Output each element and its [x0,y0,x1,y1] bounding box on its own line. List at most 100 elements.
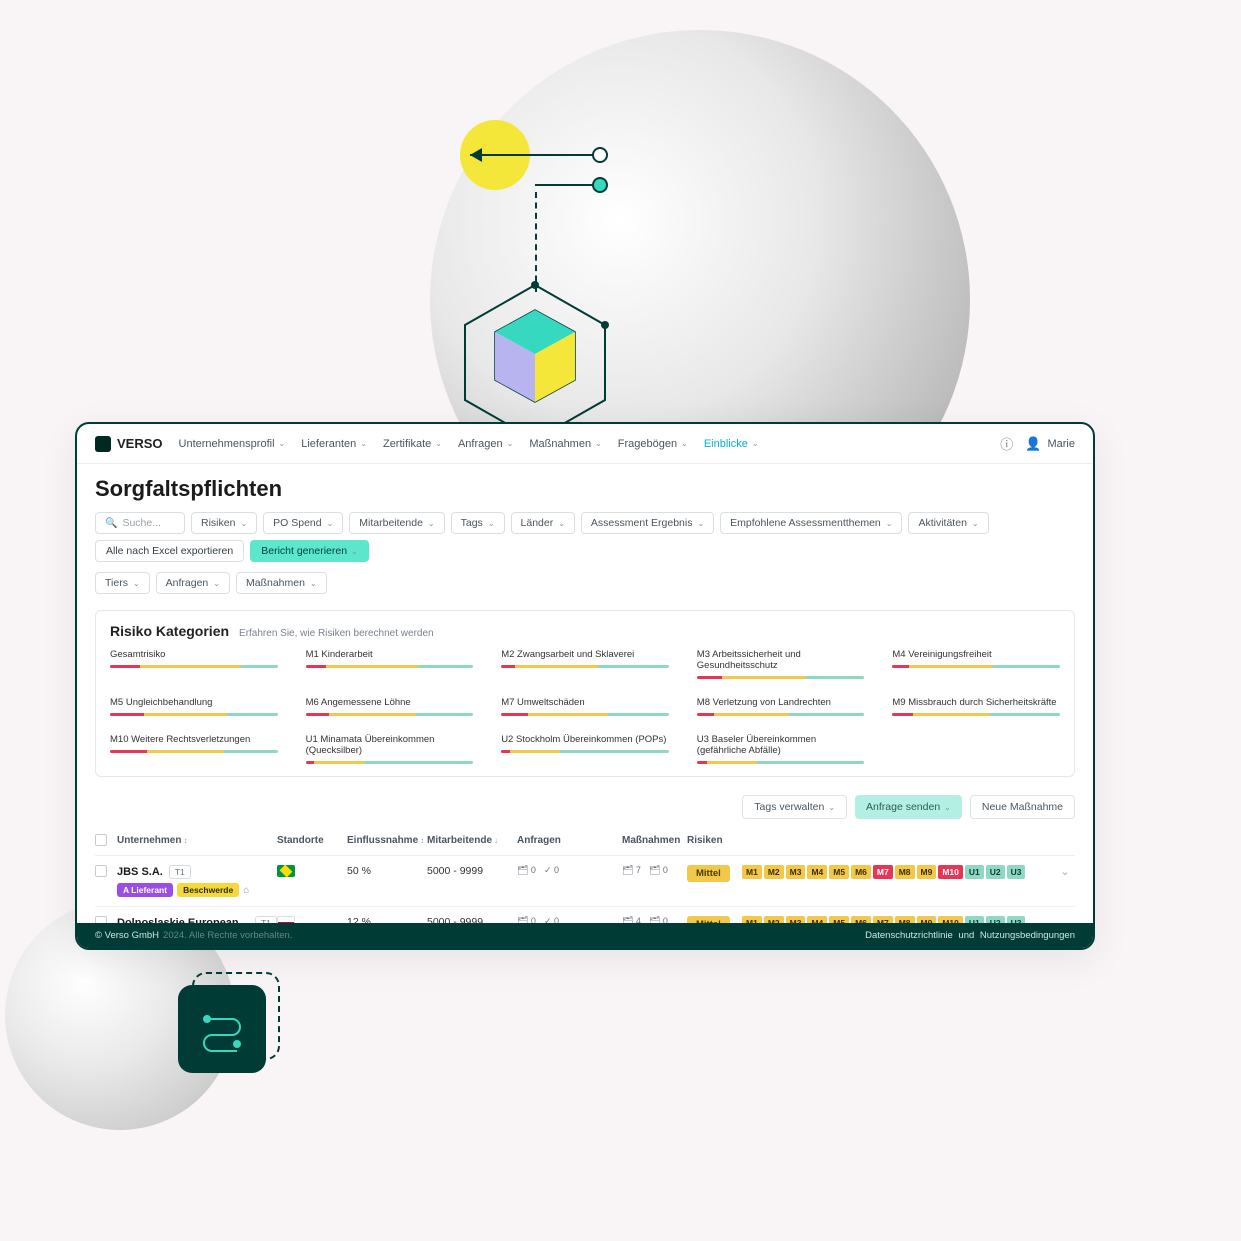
filter-mitarbeitende[interactable]: Mitarbeitende⌄ [349,512,444,534]
brand-logo[interactable]: VERSO [95,436,163,452]
risk-bar [306,761,474,764]
nav-item-2[interactable]: Zertifikate ⌄ [383,438,442,450]
risk-category-12[interactable]: U2 Stockholm Übereinkommen (POPs) [501,734,669,764]
col-employees[interactable]: Mitarbeitende↓ [427,835,517,846]
chevron-down-icon: ⌄ [828,803,835,812]
expand-row-button[interactable]: ⌄ [1055,865,1075,878]
generate-report-button[interactable]: Bericht generieren ⌄ [250,540,369,562]
filter-label: Risiken [201,517,235,529]
risk-badge[interactable]: M2 [764,865,784,879]
filter-tags[interactable]: Tags⌄ [451,512,505,534]
company-name[interactable]: JBS S.A. [117,866,163,878]
decor-arrow-head [470,148,482,162]
risk-badge[interactable]: U3 [1007,865,1026,879]
col-risks[interactable]: Risiken [687,835,742,846]
risk-panel-subtitle[interactable]: Erfahren Sie, wie Risiken berechnet werd… [239,628,434,639]
risk-category-4[interactable]: M4 Vereinigungsfreiheit [892,649,1060,679]
risk-badge[interactable]: U2 [986,865,1005,879]
filter-tiers[interactable]: Tiers⌄ [95,572,150,594]
filter-po-spend[interactable]: PO Spend⌄ [263,512,343,534]
risk-badge[interactable]: M4 [807,865,827,879]
col-locations[interactable]: Standorte [277,835,347,846]
filter-aktivitäten[interactable]: Aktivitäten⌄ [908,512,988,534]
nav-item-6[interactable]: Einblicke⌄ [704,438,759,450]
footer-and: und [958,930,974,941]
app-window: VERSO Unternehmensprofil⌄Lieferanten⌄Zer… [75,422,1095,950]
decor-dot-outline [592,147,608,163]
filter-maßnahmen[interactable]: Maßnahmen⌄ [236,572,327,594]
nav-label: Unternehmensprofil [179,438,275,450]
risk-category-label: M9 Missbrauch durch Sicherheitskräfte [892,697,1060,708]
user-menu[interactable]: 👤 Marie [1025,436,1075,452]
select-all-checkbox[interactable] [95,834,107,846]
new-action-button[interactable]: Neue Maßnahme [970,795,1075,819]
col-influence[interactable]: Einflussnahme↕ [347,835,427,846]
nav-item-4[interactable]: Maßnahmen⌄ [529,438,601,450]
risk-badge[interactable]: M3 [786,865,806,879]
filter-label: Mitarbeitende [359,517,423,529]
risk-category-3[interactable]: M3 Arbeitssicherheit und Gesundheitsschu… [697,649,865,679]
col-requests[interactable]: Anfragen [517,835,622,846]
risk-category-10[interactable]: M10 Weitere Rechtsverletzungen [110,734,278,764]
influence-value: 50 % [347,865,427,877]
decor-route-card [178,985,266,1073]
action-a-icon: 🗂 7 [622,865,641,876]
risk-category-9[interactable]: M9 Missbrauch durch Sicherheitskräfte [892,697,1060,716]
risk-badge[interactable]: M8 [895,865,915,879]
risk-badge[interactable]: M7 [873,865,893,879]
tier-chip: T1 [169,865,191,879]
nav-item-0[interactable]: Unternehmensprofil ⌄ [179,438,286,450]
risk-category-0[interactable]: Gesamtrisiko [110,649,278,679]
risk-bar [697,761,865,764]
nav-label: Zertifikate [383,438,431,450]
filter-länder[interactable]: Länder⌄ [511,512,575,534]
chevron-down-icon: ⌄ [360,439,367,448]
risk-bar [110,713,278,716]
col-company[interactable]: Unternehmen↕ [117,835,277,846]
risk-category-5[interactable]: M5 Ungleichbehandlung [110,697,278,716]
send-request-button[interactable]: Anfrage senden ⌄ [855,795,962,819]
sort-icon: ↕ [183,836,187,845]
footer-privacy-link[interactable]: Datenschutzrichtlinie [865,930,953,941]
chevron-down-icon: ⌄ [279,439,286,448]
manage-tags-button[interactable]: Tags verwalten ⌄ [742,795,847,819]
risk-category-6[interactable]: M6 Angemessene Löhne [306,697,474,716]
chevron-down-icon: ⌄ [944,803,951,812]
risk-badge[interactable]: U1 [965,865,984,879]
help-icon[interactable]: ⓘ [1000,434,1013,453]
risk-category-13[interactable]: U3 Baseler Übereinkommen (gefährliche Ab… [697,734,865,764]
nav-item-5[interactable]: Fragebögen⌄ [618,438,688,450]
search-input[interactable]: 🔍 Suche... [95,512,185,534]
nav-item-3[interactable]: Anfragen⌄ [458,438,513,450]
filter-empfohlene-assessmentthemen[interactable]: Empfohlene Assessmentthemen⌄ [720,512,902,534]
risk-badge[interactable]: M1 [742,865,762,879]
filter-assessment-ergebnis[interactable]: Assessment Ergebnis⌄ [581,512,714,534]
risk-badge[interactable]: M9 [917,865,937,879]
row-checkbox[interactable] [95,865,107,877]
risk-bar [697,676,865,679]
requests-cell: 🗂 0 ✓ 0 [517,865,622,876]
risk-category-11[interactable]: U1 Minamata Übereinkommen (Quecksilber) [306,734,474,764]
export-excel-button[interactable]: Alle nach Excel exportieren [95,540,244,562]
tag-icon[interactable]: ⌂ [243,885,249,896]
risk-badge[interactable]: M5 [829,865,849,879]
risk-badge[interactable]: M10 [938,865,963,879]
footer-terms-link[interactable]: Nutzungsbedingungen [980,930,1075,941]
risk-category-8[interactable]: M8 Verletzung von Landrechten [697,697,865,716]
risk-category-label: U2 Stockholm Übereinkommen (POPs) [501,734,669,745]
page-title: Sorgfaltspflichten [77,464,1093,512]
filter-anfragen[interactable]: Anfragen⌄ [156,572,230,594]
decor-dot-teal [592,177,608,193]
risk-category-7[interactable]: M7 Umweltschäden [501,697,669,716]
filter-risiken[interactable]: Risiken⌄ [191,512,257,534]
risk-category-label: M10 Weitere Rechtsverletzungen [110,734,278,745]
chevron-down-icon: ⌄ [435,439,442,448]
risk-level-pill: Mittel [687,865,730,882]
nav-item-1[interactable]: Lieferanten⌄ [301,438,367,450]
filter-label: Assessment Ergebnis [591,517,693,529]
risk-badge[interactable]: M6 [851,865,871,879]
col-actions[interactable]: Maßnahmen [622,835,687,846]
filter-label: Maßnahmen [246,577,305,589]
risk-category-1[interactable]: M1 Kinderarbeit [306,649,474,679]
risk-category-2[interactable]: M2 Zwangsarbeit und Sklaverei [501,649,669,679]
